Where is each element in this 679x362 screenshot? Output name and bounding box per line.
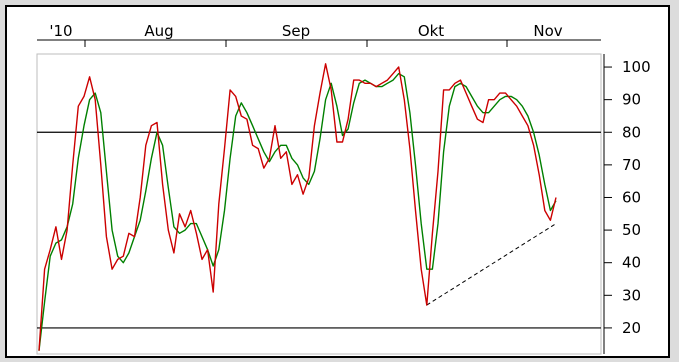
series-group [38,63,557,351]
y-tick-label: 30 [622,286,641,304]
stochastic-chart: '10 Aug Sep Okt Nov 20 30 40 50 60 70 80 90 100 [36,22,651,355]
x-tick-label: Aug [144,22,173,40]
chart-frame: '10 Aug Sep Okt Nov 20 30 40 50 60 70 80 90 100 [5,5,670,358]
y-tick-label: 90 [622,91,641,109]
y-tick-label: 50 [622,221,641,239]
y-tick-label: 20 [622,319,641,337]
y-axis: 20 30 40 50 60 70 80 90 100 [603,54,651,354]
trendline [426,223,557,306]
x-tick-label: Nov [533,22,562,40]
y-tick-label: 80 [622,123,641,141]
x-tick-label: '10 [49,22,72,40]
x-axis: '10 Aug Sep Okt Nov [37,22,601,47]
series-line [38,72,557,351]
series-line [38,63,557,351]
trendline-group [426,223,557,306]
plot-area [36,53,602,355]
plot-border [36,53,602,355]
y-tick-label: 60 [622,188,641,206]
y-tick-label: 100 [622,58,651,76]
y-tick-label: 40 [622,254,641,272]
y-tick-label: 70 [622,156,641,174]
x-tick-label: Sep [282,22,310,40]
reference-lines [37,131,601,329]
x-tick-label: Okt [418,22,444,40]
